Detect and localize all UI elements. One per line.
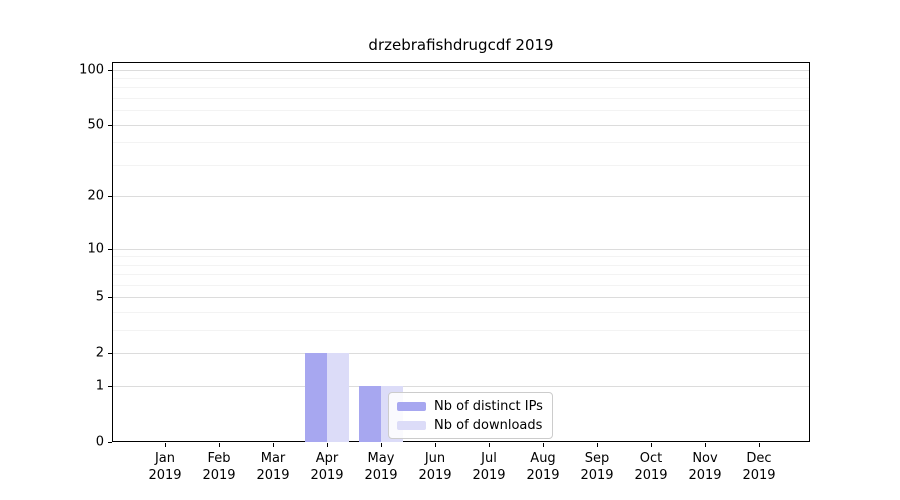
gridline-y-6 bbox=[113, 284, 809, 286]
x-tick-mark bbox=[759, 443, 760, 447]
x-tick-mark bbox=[705, 443, 706, 447]
gridline-y-70 bbox=[113, 98, 809, 100]
y-tick-mark bbox=[108, 297, 112, 299]
x-tick-mark bbox=[327, 443, 328, 447]
gridline-y-4 bbox=[113, 312, 809, 314]
x-tick-mark bbox=[597, 443, 598, 447]
x-tick-mark bbox=[543, 443, 544, 447]
gridline-y-10 bbox=[113, 248, 809, 250]
gridline-y-9 bbox=[113, 256, 809, 258]
y-tick-label-50: 50 bbox=[87, 117, 104, 133]
x-tick-mark bbox=[651, 443, 652, 447]
bar-distinct-ips-may bbox=[359, 386, 381, 442]
gridline-y-40 bbox=[113, 142, 809, 144]
legend-swatch-distinct-ips-icon bbox=[397, 401, 426, 411]
x-tick-mark bbox=[273, 443, 274, 447]
legend-label-downloads: Nb of downloads bbox=[434, 417, 543, 433]
x-tick-label-dec: Dec 2019 bbox=[742, 451, 776, 483]
gridline-y-1 bbox=[113, 386, 809, 388]
y-tick-mark bbox=[108, 124, 112, 126]
x-tick-label-oct: Oct 2019 bbox=[634, 451, 668, 483]
gridline-y-80 bbox=[113, 87, 809, 89]
x-tick-mark bbox=[435, 443, 436, 447]
y-tick-label-10: 10 bbox=[87, 241, 104, 257]
x-tick-mark bbox=[381, 443, 382, 447]
legend-swatch-downloads-icon bbox=[397, 420, 426, 430]
gridline-y-50 bbox=[113, 124, 809, 126]
y-tick-mark bbox=[108, 196, 112, 198]
gridline-y-100 bbox=[113, 69, 809, 71]
x-tick-mark bbox=[219, 443, 220, 447]
gridline-y-60 bbox=[113, 110, 809, 112]
gridline-y-7 bbox=[113, 274, 809, 276]
y-tick-mark bbox=[108, 248, 112, 250]
y-tick-mark bbox=[108, 386, 112, 388]
y-tick-mark bbox=[108, 69, 112, 71]
x-tick-label-aug: Aug 2019 bbox=[526, 451, 560, 483]
y-tick-mark bbox=[108, 353, 112, 355]
x-tick-label-may: May 2019 bbox=[364, 451, 398, 483]
x-tick-mark bbox=[165, 443, 166, 447]
x-tick-label-jul: Jul 2019 bbox=[472, 451, 506, 483]
y-tick-label-5: 5 bbox=[95, 289, 104, 305]
legend: Nb of distinct IPs Nb of downloads bbox=[388, 392, 553, 439]
gridline-y-2 bbox=[113, 353, 809, 355]
y-tick-label-1: 1 bbox=[95, 378, 104, 394]
x-tick-label-sep: Sep 2019 bbox=[580, 451, 614, 483]
x-tick-label-apr: Apr 2019 bbox=[310, 451, 344, 483]
gridline-y-8 bbox=[113, 264, 809, 266]
x-tick-label-feb: Feb 2019 bbox=[202, 451, 236, 483]
plot-area bbox=[112, 62, 810, 442]
gridline-y-20 bbox=[113, 196, 809, 198]
legend-item-downloads: Nb of downloads bbox=[397, 417, 543, 433]
x-tick-mark bbox=[489, 443, 490, 447]
gridline-y-90 bbox=[113, 78, 809, 80]
legend-label-distinct-ips: Nb of distinct IPs bbox=[434, 398, 543, 414]
x-tick-label-jun: Jun 2019 bbox=[418, 451, 452, 483]
y-tick-label-2: 2 bbox=[95, 345, 104, 361]
gridline-y-5 bbox=[113, 297, 809, 299]
x-tick-label-nov: Nov 2019 bbox=[688, 451, 722, 483]
bar-distinct-ips-apr bbox=[305, 353, 327, 442]
legend-item-distinct-ips: Nb of distinct IPs bbox=[397, 398, 543, 414]
y-tick-label-100: 100 bbox=[79, 62, 104, 78]
x-tick-label-jan: Jan 2019 bbox=[148, 451, 182, 483]
x-tick-label-mar: Mar 2019 bbox=[256, 451, 290, 483]
y-tick-label-0: 0 bbox=[95, 434, 104, 450]
chart-title: drzebrafishdrugcdf 2019 bbox=[368, 36, 554, 54]
gridline-y-30 bbox=[113, 164, 809, 166]
bar-downloads-apr bbox=[327, 353, 349, 442]
y-tick-mark bbox=[108, 442, 112, 443]
gridline-y-3 bbox=[113, 330, 809, 332]
y-tick-label-20: 20 bbox=[87, 188, 104, 204]
